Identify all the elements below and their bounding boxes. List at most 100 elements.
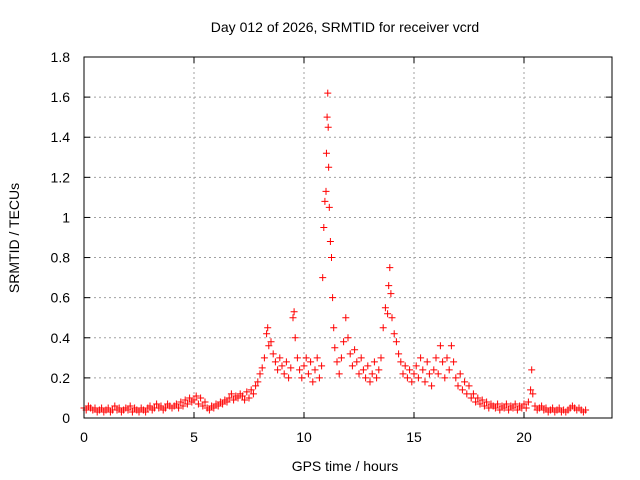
data-point: [421, 378, 429, 386]
data-point: [318, 362, 326, 370]
data-point: [307, 358, 315, 366]
data-point: [258, 364, 266, 372]
data-point: [436, 342, 444, 350]
data-point: [450, 358, 458, 366]
data-point: [511, 400, 519, 408]
data-point: [399, 370, 407, 378]
x-tick-label: 0: [80, 429, 88, 445]
y-tick-label: 1.6: [51, 89, 71, 105]
data-point: [98, 404, 106, 412]
data-point: [142, 408, 150, 416]
data-point: [368, 370, 376, 378]
data-point: [417, 354, 425, 362]
data-point: [527, 386, 535, 394]
data-point: [386, 264, 394, 272]
data-point: [414, 374, 422, 382]
data-point: [406, 366, 414, 374]
data-point: [500, 404, 508, 412]
data-point: [340, 338, 348, 346]
data-point: [505, 406, 513, 414]
data-point: [126, 402, 134, 410]
data-point: [260, 354, 268, 362]
data-point: [432, 354, 440, 362]
data-point: [329, 294, 337, 302]
data-point: [115, 404, 123, 412]
data-point: [342, 314, 350, 322]
data-point: [388, 314, 396, 322]
data-point: [441, 374, 449, 382]
data-point: [335, 370, 343, 378]
data-point: [480, 402, 488, 410]
data-point: [513, 406, 521, 414]
y-tick-label: 0.2: [51, 370, 71, 386]
data-point: [458, 386, 466, 394]
data-point: [520, 400, 528, 408]
data-point: [309, 378, 317, 386]
data-point: [271, 358, 279, 366]
data-point: [225, 394, 233, 402]
data-point: [364, 362, 372, 370]
data-point: [230, 396, 238, 404]
data-point: [333, 358, 341, 366]
data-point: [456, 370, 464, 378]
data-point: [91, 404, 99, 412]
data-point: [331, 344, 339, 352]
data-point: [324, 89, 332, 97]
data-point: [111, 402, 119, 410]
data-point: [430, 366, 438, 374]
data-points: [80, 89, 590, 416]
data-point: [172, 400, 180, 408]
data-point: [135, 408, 143, 416]
data-point: [324, 123, 332, 131]
data-point: [467, 394, 475, 402]
data-point: [181, 396, 189, 404]
data-point: [177, 398, 185, 406]
data-point: [412, 362, 420, 370]
x-tick-label: 10: [296, 429, 312, 445]
data-point: [472, 398, 480, 406]
y-tick-label: 0.4: [51, 330, 71, 346]
x-axis-label: GPS time / hours: [292, 458, 399, 474]
data-point: [428, 382, 436, 390]
data-point: [387, 290, 395, 298]
data-point: [199, 402, 207, 410]
data-point: [390, 330, 398, 338]
data-point: [325, 163, 333, 171]
data-point: [326, 238, 334, 246]
data-point: [205, 406, 213, 414]
data-point: [285, 374, 293, 382]
data-point: [269, 350, 277, 358]
data-point: [243, 388, 251, 396]
data-point: [401, 362, 409, 370]
data-point: [469, 390, 477, 398]
data-point: [476, 400, 484, 408]
data-point: [344, 334, 352, 342]
data-point: [276, 354, 284, 362]
data-point: [322, 187, 330, 195]
data-point: [531, 402, 539, 410]
data-point: [252, 382, 260, 390]
y-tick-label: 0.8: [51, 250, 71, 266]
data-point: [313, 354, 321, 362]
data-point: [330, 324, 338, 332]
data-point: [478, 396, 486, 404]
y-tick-label: 1: [62, 209, 70, 225]
data-point: [357, 354, 365, 362]
data-point: [325, 203, 333, 211]
data-point: [423, 358, 431, 366]
data-point: [323, 113, 331, 121]
data-point: [465, 382, 473, 390]
data-point: [443, 354, 451, 362]
data-point: [549, 404, 557, 412]
data-point: [247, 386, 255, 394]
data-point: [445, 366, 453, 374]
data-point: [304, 370, 312, 378]
data-point: [265, 342, 273, 350]
data-point: [264, 324, 272, 332]
data-point: [280, 370, 288, 378]
data-point: [194, 400, 202, 408]
data-point: [463, 390, 471, 398]
data-point: [104, 404, 112, 412]
data-point: [447, 342, 455, 350]
data-point: [161, 404, 169, 412]
